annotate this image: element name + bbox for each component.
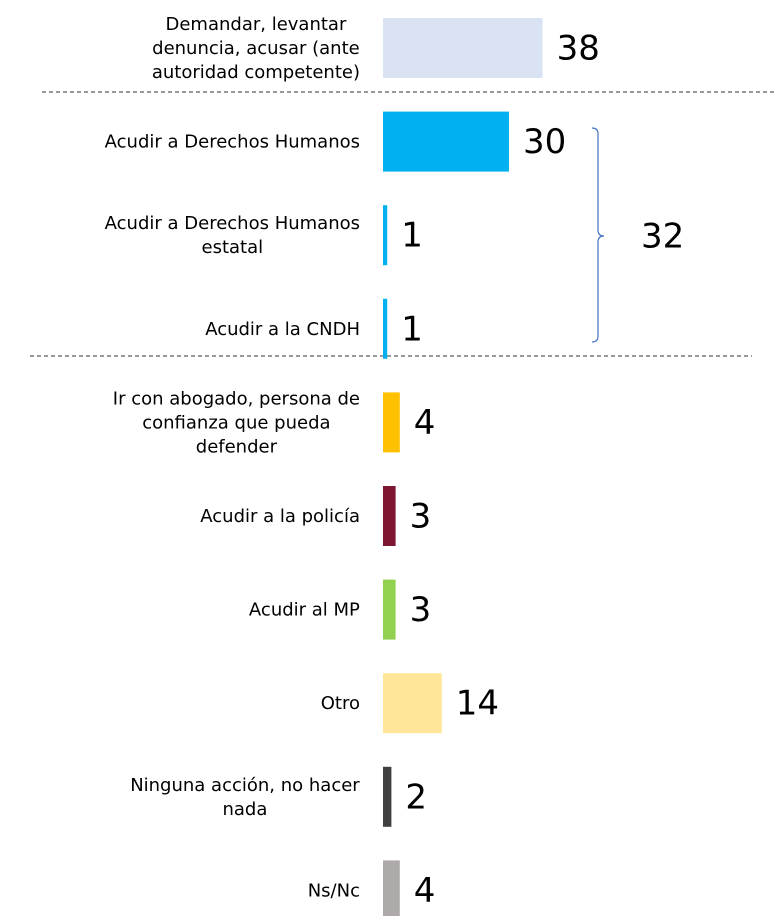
bar <box>383 205 388 266</box>
category-label: Demandar, levantar denuncia, acusar (ante… <box>152 14 360 83</box>
value-label: 14 <box>456 684 499 724</box>
value-label: 3 <box>410 590 432 630</box>
category-line: defender <box>196 436 278 457</box>
category-line: Acudir a la CNDH <box>205 319 360 340</box>
value-label: 4 <box>414 871 436 911</box>
value-label: 38 <box>557 29 600 69</box>
category-label: Otro <box>321 693 360 714</box>
category-line: denuncia, acusar (ante <box>152 38 360 59</box>
bar <box>383 579 396 640</box>
category-line: Ir con abogado, persona de <box>113 388 360 409</box>
category-line: Acudir a la policía <box>200 506 360 527</box>
bar <box>383 111 509 172</box>
category-line: Demandar, levantar <box>165 14 346 35</box>
category-label: Acudir a la policía <box>200 506 360 527</box>
value-label: 4 <box>414 403 436 443</box>
category-label: Ir con abogado, persona de confianza que … <box>113 388 360 457</box>
category-label: Acudir a Derechos Humanos estatal <box>105 213 360 258</box>
category-line: confianza que pueda <box>142 412 330 433</box>
category-line: nada <box>222 799 267 820</box>
category-label: Acudir a Derechos Humanos <box>105 132 360 153</box>
category-label: Acudir al MP <box>249 600 360 621</box>
category-line: Ns/Nc <box>308 880 360 901</box>
bar <box>383 392 400 453</box>
value-label: 30 <box>523 122 566 162</box>
bar <box>383 18 543 78</box>
category-line: estatal <box>202 237 264 258</box>
category-line: Acudir al MP <box>249 600 360 621</box>
category-label: Ns/Nc <box>308 880 360 901</box>
category-label: Acudir a la CNDH <box>205 319 360 340</box>
bracket-label: 32 <box>641 217 684 257</box>
category-label: Ninguna acción, no hacer nada <box>130 775 360 820</box>
value-label: 1 <box>401 216 423 256</box>
bar <box>383 860 400 916</box>
value-label: 3 <box>410 497 432 537</box>
bar <box>383 673 442 734</box>
category-line: Acudir a Derechos Humanos <box>105 132 360 153</box>
category-line: autoridad competente) <box>152 62 360 83</box>
category-line: Acudir a Derechos Humanos <box>105 213 360 234</box>
value-label: 1 <box>401 309 423 349</box>
bar <box>383 766 392 827</box>
bar <box>383 298 388 359</box>
category-line: Otro <box>321 693 360 714</box>
value-label: 2 <box>405 777 427 817</box>
bracket <box>591 127 605 343</box>
category-line: Ninguna acción, no hacer <box>130 775 360 796</box>
bar <box>383 486 396 546</box>
